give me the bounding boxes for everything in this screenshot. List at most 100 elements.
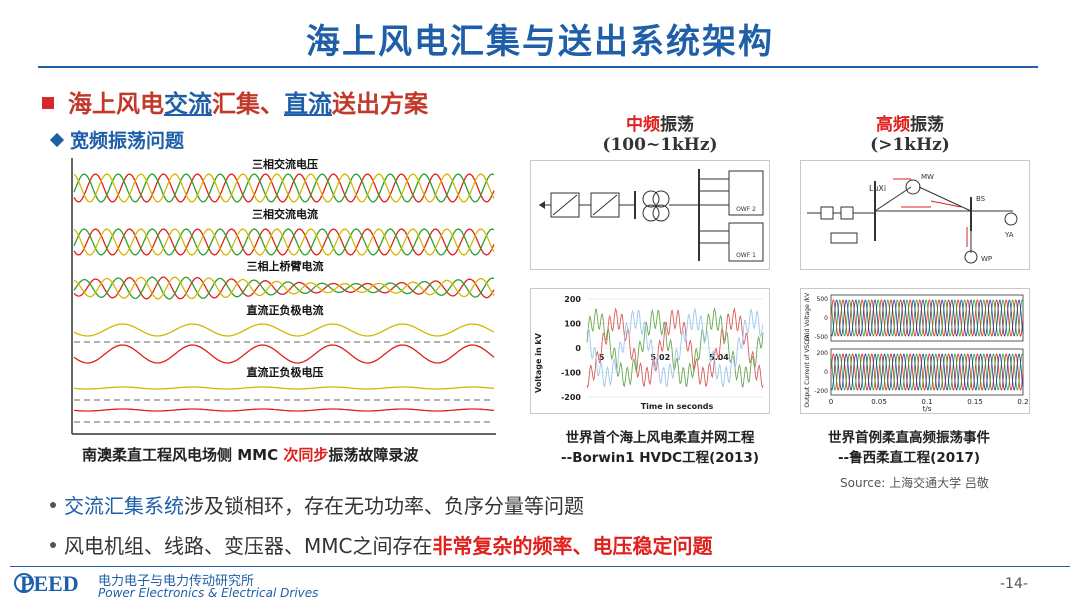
high-freq-range: (>1kHz) bbox=[870, 135, 950, 155]
waveform-label-ac-voltage: 三相交流电压 bbox=[252, 157, 318, 171]
borwin1-caption: 世界首个海上风电柔直并网工程 --Borwin1 HVDC工程(2013) bbox=[530, 426, 790, 466]
footer-divider bbox=[10, 566, 1070, 567]
chart2-phase-trace bbox=[830, 353, 1024, 391]
chart2-phase-trace bbox=[830, 353, 1024, 391]
wind-farm-block-1 bbox=[728, 222, 764, 262]
sub-heading: 宽频振荡问题 bbox=[49, 126, 185, 153]
waveform-trace bbox=[73, 173, 495, 203]
chart1-ylabel: Voltage in kV bbox=[534, 332, 543, 393]
generator-ya-icon bbox=[1004, 212, 1018, 226]
chart2-xtick-label: 0.2 bbox=[1017, 398, 1028, 406]
source-credit: Source: 上海交通大学 吕敬 bbox=[840, 476, 989, 490]
chart2-ylabel-top: Grid Voltage /kV bbox=[804, 292, 811, 341]
chart1-ytick-label: -100 bbox=[561, 369, 581, 378]
bullet2-text: 风电机组、线路、变压器、MMC之间存在 bbox=[64, 534, 433, 558]
org-name-en: Power Electronics & Electrical Drives bbox=[98, 586, 319, 600]
transformer-icon bbox=[652, 190, 670, 208]
waveform-label-ac-current: 三相交流电流 bbox=[252, 207, 318, 221]
borwin1-caption-line2: --Borwin1 HVDC工程(2013) bbox=[560, 450, 759, 466]
waveform-trace bbox=[73, 344, 495, 364]
control-block bbox=[830, 232, 858, 244]
high-freq-title-red: 高频 bbox=[876, 115, 910, 135]
generator-mw-icon bbox=[905, 179, 921, 195]
diagram-line bbox=[592, 194, 618, 216]
chart1-ytick-label: -200 bbox=[561, 393, 581, 402]
mid-freq-title-rest: 振荡 bbox=[660, 115, 694, 135]
chart2-ytick-top: 0 bbox=[824, 315, 828, 322]
transformer-icon bbox=[652, 204, 670, 222]
bs-label: BS bbox=[976, 195, 986, 203]
peed-logo: PEED bbox=[14, 570, 94, 600]
waveform-trace bbox=[73, 408, 495, 412]
slide-title: 海上风电汇集与送出系统架构 bbox=[306, 22, 774, 62]
waveform-caption: 南澳柔直工程风电场侧 MMC 次同步振荡故障录波 bbox=[82, 444, 418, 465]
waveform-label-arm-current: 三相上桥臂电流 bbox=[247, 259, 324, 273]
mw-label: MW bbox=[921, 173, 934, 181]
owf2-label: OWF 2 bbox=[736, 206, 756, 213]
caption-text-1: 南澳柔直工程风电场侧 MMC bbox=[82, 446, 284, 464]
high-freq-heading: 高频振荡 (>1kHz) bbox=[850, 110, 970, 155]
logo-text: PEED bbox=[20, 571, 79, 596]
waveform-trace bbox=[73, 323, 495, 337]
waveform-label-dc-voltage: 直流正负极电压 bbox=[247, 365, 324, 379]
chart1-xlabel: Time in seconds bbox=[641, 402, 714, 411]
bullet2-highlight: 非常复杂的频率、电压稳定问题 bbox=[432, 534, 713, 558]
bullet1-highlight: 交流汇集系统 bbox=[64, 494, 184, 518]
bullet-ac-collection: 交流汇集系统涉及锁相环，存在无功功率、负序分量等问题 bbox=[50, 490, 584, 519]
chart2-ytick-top: -500 bbox=[814, 334, 828, 341]
bullet-dot-icon bbox=[50, 502, 56, 508]
converter-block-1 bbox=[820, 206, 834, 220]
heading-text-3: 送出方案 bbox=[332, 90, 428, 118]
chart2-ylabel-bottom: Output Current of VSC/A bbox=[804, 334, 811, 408]
heading-ac: 交流 bbox=[164, 90, 212, 118]
arrow-left-icon bbox=[539, 201, 545, 209]
converter-block-2 bbox=[840, 206, 854, 220]
luxi-caption-line2: --鲁西柔直工程(2017) bbox=[837, 450, 981, 466]
luxi-oscillation-chart: Grid Voltage /kV Output Current of VSC/A… bbox=[800, 288, 1030, 414]
borwin1-system-diagram: OWF 2 OWF 1 bbox=[530, 160, 770, 270]
luxi-label: LuXi bbox=[869, 184, 886, 193]
diagram-line bbox=[918, 186, 972, 212]
heading-dc: 直流 bbox=[284, 90, 332, 118]
chart2-xtick-label: 0.15 bbox=[967, 398, 983, 406]
luxi-system-diagram: LuXi MW BS YA WP bbox=[800, 160, 1030, 270]
mid-freq-range: (100~1kHz) bbox=[602, 135, 718, 155]
chart2-xtick-label: 0.1 bbox=[921, 398, 932, 406]
diagram-line bbox=[552, 194, 578, 216]
chart2-xlabel: t/s bbox=[923, 405, 932, 413]
bullet1-text: 涉及锁相环，存在无功功率、负序分量等问题 bbox=[184, 494, 584, 518]
chart1-phase-trace bbox=[586, 307, 764, 389]
title-divider bbox=[38, 66, 1038, 68]
chart2-ytick-top: 500 bbox=[817, 296, 829, 303]
diamond-bullet-icon bbox=[49, 132, 65, 148]
square-bullet-icon bbox=[42, 97, 54, 109]
high-freq-title-rest: 振荡 bbox=[910, 115, 944, 135]
heading-text-2: 汇集、 bbox=[212, 90, 284, 118]
chart2-phase-trace bbox=[830, 353, 1024, 391]
sub-heading-text: 宽频振荡问题 bbox=[70, 130, 185, 152]
waveform-trace bbox=[73, 228, 495, 256]
waveform-trace bbox=[73, 228, 495, 256]
caption-text-2: 振荡故障录波 bbox=[328, 446, 419, 464]
logo-ring-icon bbox=[14, 573, 34, 593]
borwin1-voltage-chart: Voltage in kV Time in seconds 200 100 0 -10… bbox=[530, 288, 770, 414]
chart2-phase-trace bbox=[830, 299, 1024, 337]
waveform-trace bbox=[73, 173, 495, 203]
chart1-xtick-label: 5 bbox=[599, 353, 605, 362]
chart2-phase-trace bbox=[830, 299, 1024, 337]
chart2-ytick-bottom: 200 bbox=[817, 350, 829, 357]
luxi-caption-line1: 世界首例柔直高频振荡事件 bbox=[828, 430, 990, 446]
chart2-phase-trace bbox=[830, 299, 1024, 337]
mid-freq-title-red: 中频 bbox=[626, 115, 660, 135]
chart2-xtick-label: 0 bbox=[829, 398, 833, 406]
transformer-icon bbox=[642, 204, 660, 222]
chart1-xtick-label: 5.02 bbox=[650, 353, 670, 362]
chart1-ytick-label: 100 bbox=[564, 320, 581, 329]
fault-recording-waveforms: 三相交流电压 三相交流电流 三相上桥臂电流 直流正负极电流 直流正负极电压 bbox=[70, 154, 500, 436]
chart1-ytick-label: 200 bbox=[564, 295, 581, 304]
owf1-label: OWF 1 bbox=[736, 252, 756, 259]
chart1-phase-trace bbox=[586, 307, 764, 388]
waveform-label-dc-current: 直流正负极电流 bbox=[247, 303, 324, 317]
chart2-ytick-bottom: -200 bbox=[814, 388, 828, 395]
borwin1-caption-line1: 世界首个海上风电柔直并网工程 bbox=[565, 430, 755, 446]
